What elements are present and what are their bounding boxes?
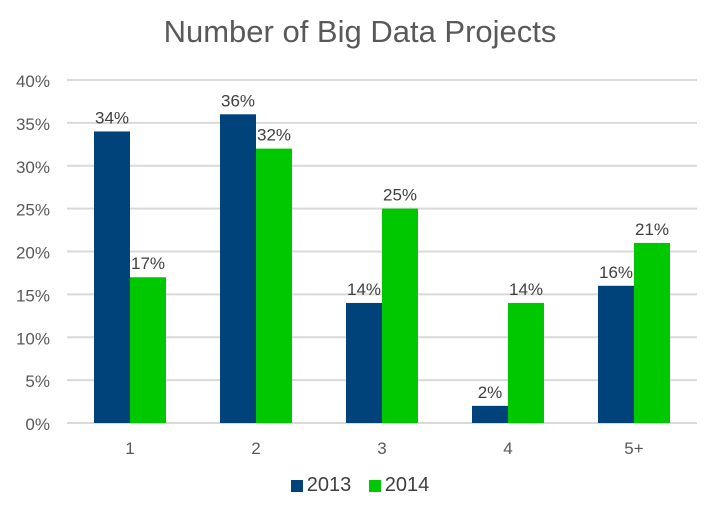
legend-swatch-2014 — [368, 479, 381, 492]
bars — [94, 114, 670, 424]
bar-2014-5+ — [634, 242, 670, 423]
legend-label-2014: 2014 — [384, 474, 430, 496]
data-label: 36% — [221, 91, 255, 110]
data-label: 25% — [383, 186, 417, 205]
x-tick-label: 5+ — [624, 439, 643, 458]
x-tick-label: 2 — [251, 439, 260, 458]
bar-2013-1 — [94, 131, 130, 423]
y-tick-label: 20% — [16, 244, 50, 263]
bar-2014-4 — [508, 302, 544, 423]
legend-item-2013: 2013 — [290, 474, 352, 497]
bar-2013-5+ — [598, 285, 634, 423]
y-tick-label: 15% — [16, 286, 50, 305]
legend: 2013 2014 — [0, 474, 720, 498]
data-label: 17% — [131, 254, 165, 273]
data-label: 2% — [478, 383, 503, 402]
x-tick-label: 4 — [503, 439, 512, 458]
x-tick-label: 1 — [125, 439, 134, 458]
data-label: 34% — [95, 108, 129, 127]
data-label: 32% — [257, 126, 291, 145]
bar-2013-2 — [220, 114, 256, 424]
x-axis-ticks: 1 2 3 4 5+ — [125, 439, 643, 458]
bar-2013-3 — [346, 302, 382, 423]
data-label: 16% — [599, 263, 633, 282]
legend-swatch-2013 — [290, 479, 303, 492]
y-axis-ticks: 0% 5% 10% 15% 20% 25% 30% 35% 40% — [16, 72, 50, 434]
y-tick-label: 40% — [16, 72, 50, 91]
bar-2014-1 — [130, 277, 166, 423]
y-tick-label: 5% — [25, 372, 50, 391]
data-label: 21% — [635, 220, 669, 239]
y-tick-label: 25% — [16, 201, 50, 220]
data-labels: 34% 17% 36%32% 14% 25% 2% 14% 16% 21% — [95, 91, 669, 402]
y-tick-label: 10% — [16, 329, 50, 348]
y-tick-label: 0% — [25, 415, 50, 434]
bar-2014-3 — [382, 208, 418, 423]
y-tick-label: 30% — [16, 158, 50, 177]
legend-label-2013: 2013 — [306, 474, 352, 496]
legend-item-2014: 2014 — [368, 474, 430, 497]
bar-2014-2 — [256, 148, 292, 423]
data-label: 14% — [347, 280, 381, 299]
data-label: 14% — [509, 280, 543, 299]
y-tick-label: 35% — [16, 115, 50, 134]
x-tick-label: 3 — [377, 439, 386, 458]
bar-2013-4 — [472, 405, 508, 423]
chart-title: Number of Big Data Projects — [163, 14, 557, 49]
